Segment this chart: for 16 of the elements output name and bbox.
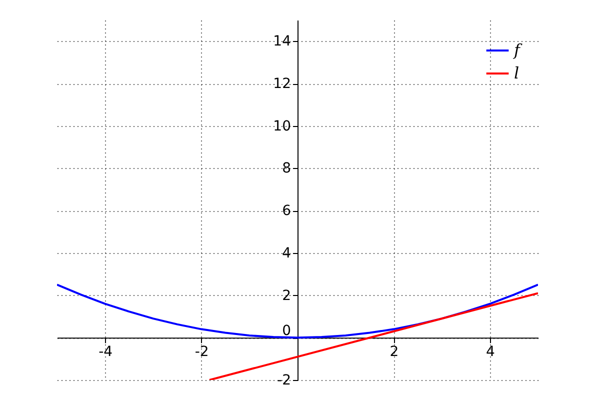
x-tick-label: -2 xyxy=(194,344,209,360)
y-tick-label: 6 xyxy=(282,203,292,220)
x-tick-label: 2 xyxy=(390,344,399,360)
y-tick-label: 0 xyxy=(282,323,291,340)
line-series xyxy=(57,284,538,339)
y-tick-label: 8 xyxy=(282,160,291,177)
y-tick-label: 10 xyxy=(273,118,291,134)
x-tick-label: -4 xyxy=(98,344,113,360)
y-tick-label: 2 xyxy=(282,288,291,304)
x-tick-label: 4 xyxy=(486,344,495,360)
y-tick-label: 14 xyxy=(273,34,292,50)
y-tick-label: 12 xyxy=(273,76,291,92)
y-tick-label: 4 xyxy=(282,245,292,262)
legend-label: l xyxy=(514,64,520,82)
legend-label: f xyxy=(513,40,523,60)
y-tick-label: -2 xyxy=(277,372,291,388)
